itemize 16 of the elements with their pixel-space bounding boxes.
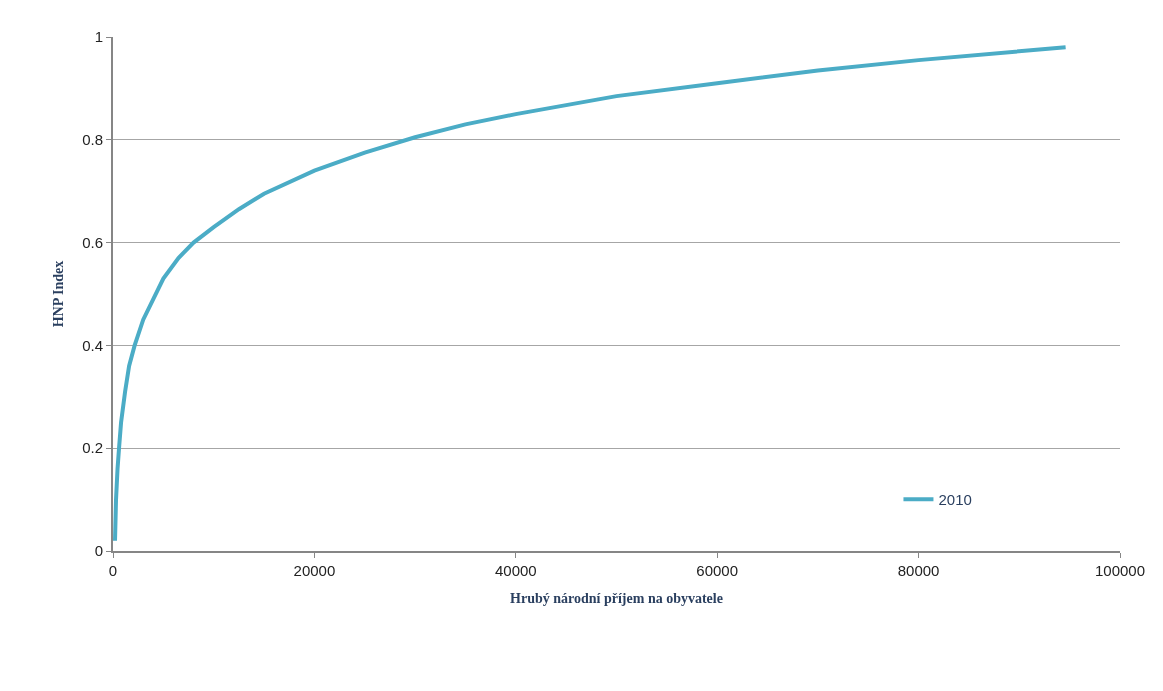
x-tick-label: 80000 (897, 562, 940, 579)
y-tick-label: 1 (94, 28, 103, 46)
x-tick-label: 100000 (1094, 562, 1146, 579)
x-tick-label: 20000 (293, 562, 336, 579)
y-tick-label: 0.8 (82, 131, 103, 149)
y-tick-label: 0.4 (82, 336, 103, 354)
legend-label: 2010 (938, 491, 972, 509)
y-axis-title: HNP Index (51, 260, 67, 328)
x-tick-label: 40000 (494, 562, 537, 579)
x-axis-title: Hrubý národní příjem na obyvatele (510, 590, 723, 606)
y-tick-label: 0.2 (82, 439, 103, 457)
line-series (113, 45, 1068, 543)
y-tick-label: 0 (94, 542, 103, 560)
y-tick-label: 0.6 (82, 233, 103, 251)
x-tick-label: 0 (108, 562, 118, 579)
x-tick-label: 60000 (696, 562, 739, 579)
